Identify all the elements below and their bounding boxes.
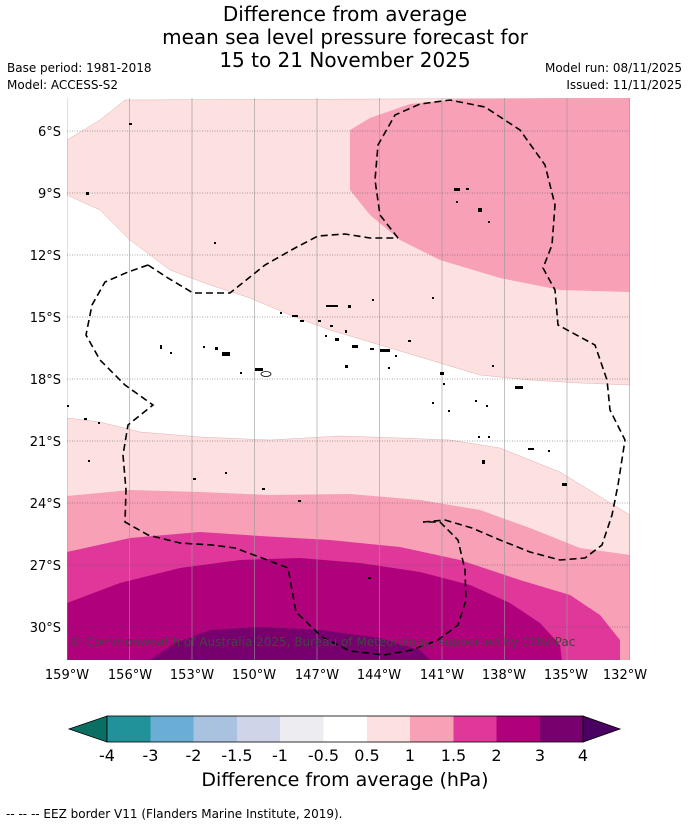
colorbar-segment (150, 716, 194, 742)
lon-label: 159°W (45, 668, 89, 683)
colorbar-label: -3 (143, 746, 159, 765)
lon-label: 144°W (357, 668, 401, 683)
lat-label: 21°S (30, 435, 61, 450)
lon-label: 135°W (544, 668, 588, 683)
lon-label: 147°W (295, 668, 339, 683)
footnote: -- -- -- EEZ border V11 (Flanders Marine… (6, 807, 343, 821)
eez-borders (85, 99, 626, 656)
map-plot-area: © Commonwealth of Australia 2025, Bureau… (67, 98, 630, 660)
colorbar-title: Difference from average (hPa) (201, 769, 489, 791)
colorbar-label: 1 (405, 746, 415, 765)
colorbar-segment (280, 716, 324, 742)
eez-border-cook-islands (85, 264, 467, 656)
lat-label: 18°S (30, 373, 61, 388)
colorbar-outline (106, 715, 584, 743)
lon-label: 153°W (170, 668, 214, 683)
colorbar-segment (193, 716, 237, 742)
colorbar: -4 -3 -2 -1.5 -1 -0.5 0.5 1 1.5 2 3 4 (67, 715, 622, 765)
lat-label: 9°S (38, 187, 61, 202)
colorbar-segment (367, 716, 410, 742)
model-name: Model: ACCESS-S2 (7, 78, 119, 92)
colorbar-label: -2 (186, 746, 202, 765)
anomaly-2-3-south (67, 558, 562, 660)
lon-label: 141°W (420, 668, 464, 683)
colorbar-extend-high (582, 715, 622, 743)
eez-border-north (147, 233, 398, 294)
lon-label: 150°W (232, 668, 276, 683)
lat-label: 12°S (30, 249, 61, 264)
model-run: Model run: 08/11/2025 (544, 61, 682, 75)
base-period: Base period: 1981-2018 (7, 61, 152, 75)
colorbar-label: 4 (578, 746, 588, 765)
colorbar-label: -1 (272, 746, 288, 765)
lon-label: 138°W (482, 668, 526, 683)
lon-label: 132°W (603, 668, 647, 683)
title-line-1: Difference from average (222, 2, 468, 26)
lat-label: 15°S (30, 311, 61, 326)
colorbar-segment (107, 716, 151, 742)
anomaly-3-4-south (150, 627, 430, 660)
colorbar-label: -0.5 (308, 746, 339, 765)
lat-label: 30°S (30, 621, 61, 636)
anomaly-1-1.5-north (350, 98, 630, 292)
lat-label: 6°S (38, 125, 61, 140)
colorbar-label: 1.5 (441, 746, 466, 765)
colorbar-label: 3 (535, 746, 545, 765)
colorbar-segment (453, 716, 497, 742)
colorbar-segment (540, 716, 583, 742)
lat-label: 27°S (30, 559, 61, 574)
eez-border-french-polynesia (374, 99, 626, 561)
atoll-outline (260, 371, 272, 377)
longitude-labels: 159°W 156°W 153°W 150°W 147°W 144°W 141°… (45, 668, 647, 683)
islands (67, 123, 567, 579)
lat-label: 24°S (30, 497, 61, 512)
colorbar-segment (496, 716, 540, 742)
colorbar-segment (237, 716, 280, 742)
colorbar-labels: -4 -3 -2 -1.5 -1 -0.5 0.5 1 1.5 2 3 4 (99, 746, 588, 765)
colorbar-label: -1.5 (221, 746, 252, 765)
colorbar-label: 2 (491, 746, 501, 765)
title-line-2: mean sea level pressure forecast for (162, 25, 528, 49)
copyright-text: © Commonwealth of Australia 2025, Bureau… (70, 635, 575, 649)
title-line-3: 15 to 21 November 2025 (219, 48, 471, 72)
issued-date: Issued: 11/11/2025 (566, 78, 682, 92)
colorbar-label: 0.5 (354, 746, 379, 765)
colorbar-segment (410, 716, 454, 742)
colorbar-label: -4 (99, 746, 115, 765)
colorbar-segment (323, 716, 367, 742)
latitude-labels: 6°S 9°S 12°S 15°S 18°S 21°S 24°S 27°S 30… (30, 125, 61, 636)
colorbar-extend-low (67, 715, 108, 743)
lon-label: 156°W (108, 668, 152, 683)
